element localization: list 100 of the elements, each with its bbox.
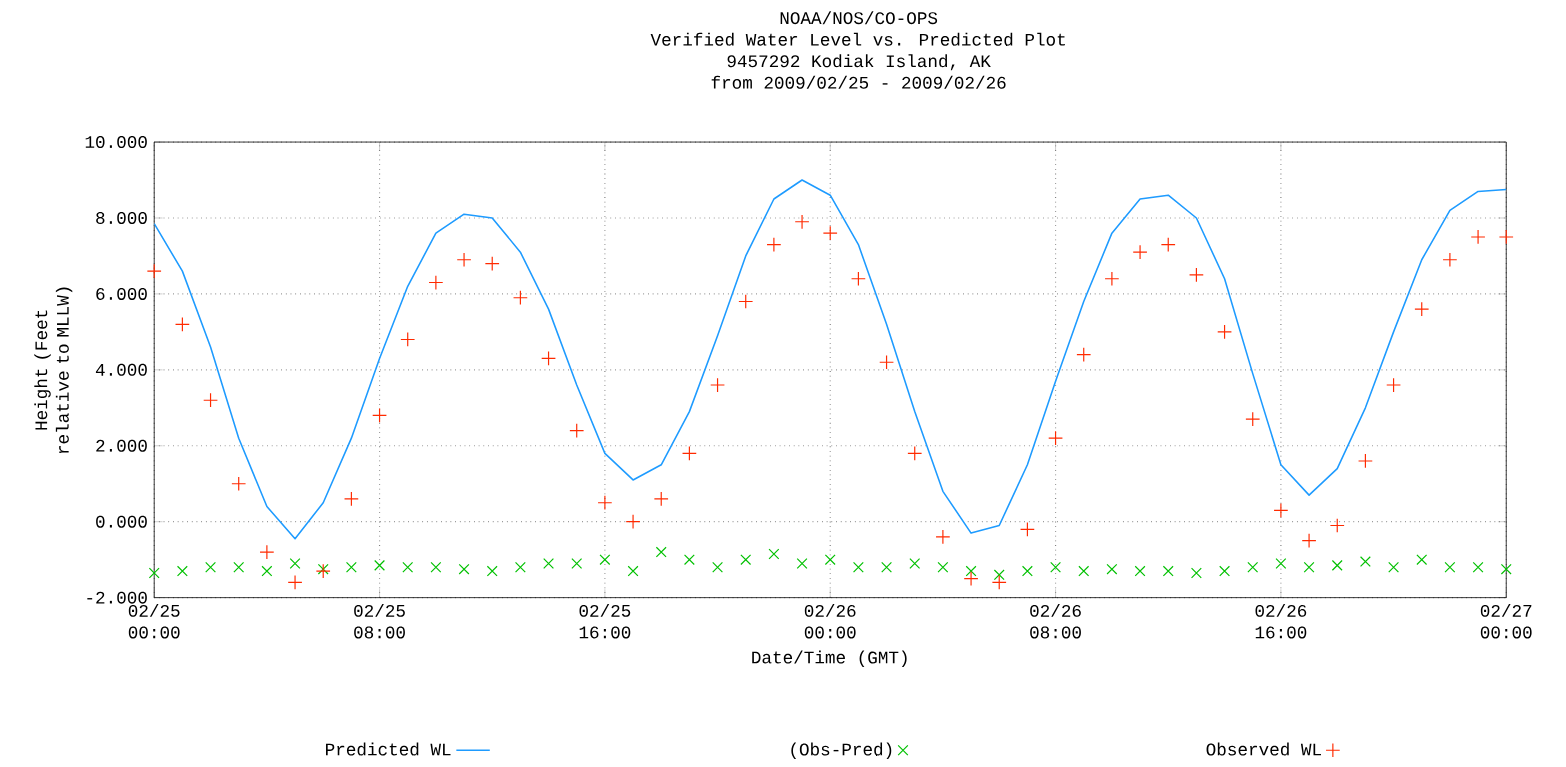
y-tick-label: 2.000 bbox=[96, 439, 147, 452]
y-tick-label: 10.000 bbox=[85, 136, 147, 148]
x-axis-title: Date/Time (GMT) bbox=[752, 650, 907, 667]
point bbox=[850, 271, 866, 287]
point bbox=[174, 316, 190, 332]
point bbox=[343, 491, 359, 507]
point bbox=[345, 561, 357, 573]
text: from 2009/02/25 - 2009/02/26 bbox=[711, 75, 1006, 89]
chart-subtitle: Verified Water Level vs. Predicted Plot bbox=[650, 32, 1065, 46]
point bbox=[937, 561, 949, 573]
point bbox=[1470, 229, 1486, 245]
point bbox=[1275, 557, 1287, 569]
point bbox=[1357, 453, 1373, 469]
point bbox=[400, 331, 416, 347]
point bbox=[1331, 559, 1343, 571]
point bbox=[1134, 565, 1146, 577]
point bbox=[571, 557, 583, 569]
text: 9457292 Kodiak Island, AK bbox=[727, 54, 991, 71]
point bbox=[766, 237, 782, 252]
point bbox=[543, 557, 554, 569]
legend-label: Observed WL bbox=[1206, 742, 1321, 756]
point bbox=[1190, 567, 1202, 579]
point bbox=[512, 290, 528, 306]
point bbox=[963, 571, 979, 587]
point bbox=[1442, 252, 1458, 268]
point bbox=[148, 567, 160, 579]
point bbox=[683, 554, 695, 566]
x-tick-label: 02/25 08:00 bbox=[354, 603, 405, 639]
point bbox=[259, 544, 275, 560]
point bbox=[486, 565, 498, 577]
point bbox=[768, 548, 780, 560]
x-tick-label: 02/25 00:00 bbox=[128, 603, 180, 639]
point bbox=[287, 574, 303, 590]
point bbox=[1104, 271, 1120, 287]
point bbox=[1386, 377, 1402, 393]
point bbox=[1472, 561, 1484, 573]
point bbox=[231, 476, 247, 492]
point bbox=[203, 392, 218, 408]
point bbox=[740, 554, 752, 566]
point bbox=[514, 561, 526, 573]
point bbox=[1245, 411, 1261, 427]
point bbox=[1019, 521, 1035, 537]
point bbox=[317, 563, 329, 575]
point bbox=[402, 561, 414, 573]
point bbox=[738, 294, 754, 309]
point bbox=[1388, 561, 1400, 573]
x-tick-label: 02/27 00:00 bbox=[1480, 603, 1532, 639]
point bbox=[289, 557, 301, 569]
point bbox=[1021, 565, 1033, 577]
point bbox=[909, 557, 921, 569]
point bbox=[1162, 565, 1174, 577]
point bbox=[176, 565, 188, 577]
y-tick-label: 8.000 bbox=[96, 211, 147, 224]
point bbox=[261, 565, 273, 577]
y-tick-label: 0.000 bbox=[96, 515, 147, 528]
point bbox=[458, 563, 470, 575]
point bbox=[822, 225, 838, 241]
point bbox=[796, 557, 808, 569]
x-tick-label: 02/26 00:00 bbox=[804, 603, 856, 639]
point bbox=[1217, 324, 1233, 340]
y-tick-label: 4.000 bbox=[95, 363, 147, 376]
point bbox=[1247, 561, 1259, 573]
point bbox=[1301, 533, 1317, 549]
point bbox=[597, 495, 613, 511]
point bbox=[879, 354, 895, 370]
point bbox=[1329, 517, 1345, 533]
point bbox=[599, 554, 611, 566]
point bbox=[1188, 267, 1204, 283]
point bbox=[991, 574, 1007, 590]
point bbox=[569, 423, 585, 438]
x-tick-label: 02/25 16:00 bbox=[579, 603, 631, 639]
x-tick-label: 02/26 16:00 bbox=[1255, 603, 1307, 639]
point bbox=[1500, 563, 1512, 575]
legend-label: Predicted WL bbox=[326, 742, 451, 756]
x-tick-label: 02/26 08:00 bbox=[1030, 603, 1081, 639]
point bbox=[374, 559, 385, 571]
point bbox=[146, 263, 162, 279]
point bbox=[456, 252, 472, 268]
point bbox=[1078, 565, 1090, 577]
point bbox=[1498, 229, 1514, 245]
point bbox=[653, 491, 669, 507]
point bbox=[372, 407, 387, 423]
point bbox=[852, 561, 864, 573]
point bbox=[1132, 244, 1148, 260]
point bbox=[824, 554, 836, 566]
y-tick-label: 6.000 bbox=[96, 287, 147, 300]
point bbox=[627, 565, 639, 577]
point bbox=[1303, 561, 1315, 573]
point bbox=[1050, 561, 1062, 573]
point bbox=[541, 350, 556, 366]
point bbox=[1273, 502, 1289, 518]
line-series bbox=[154, 179, 1507, 540]
chart-title: NOAA/NOS/CO-OPS bbox=[780, 11, 938, 25]
point bbox=[1414, 301, 1430, 317]
point bbox=[1048, 430, 1064, 446]
point bbox=[935, 529, 951, 545]
y-tick-label: -2.000 bbox=[87, 591, 147, 604]
point bbox=[484, 256, 500, 271]
point bbox=[1416, 554, 1428, 566]
point bbox=[1076, 347, 1092, 363]
